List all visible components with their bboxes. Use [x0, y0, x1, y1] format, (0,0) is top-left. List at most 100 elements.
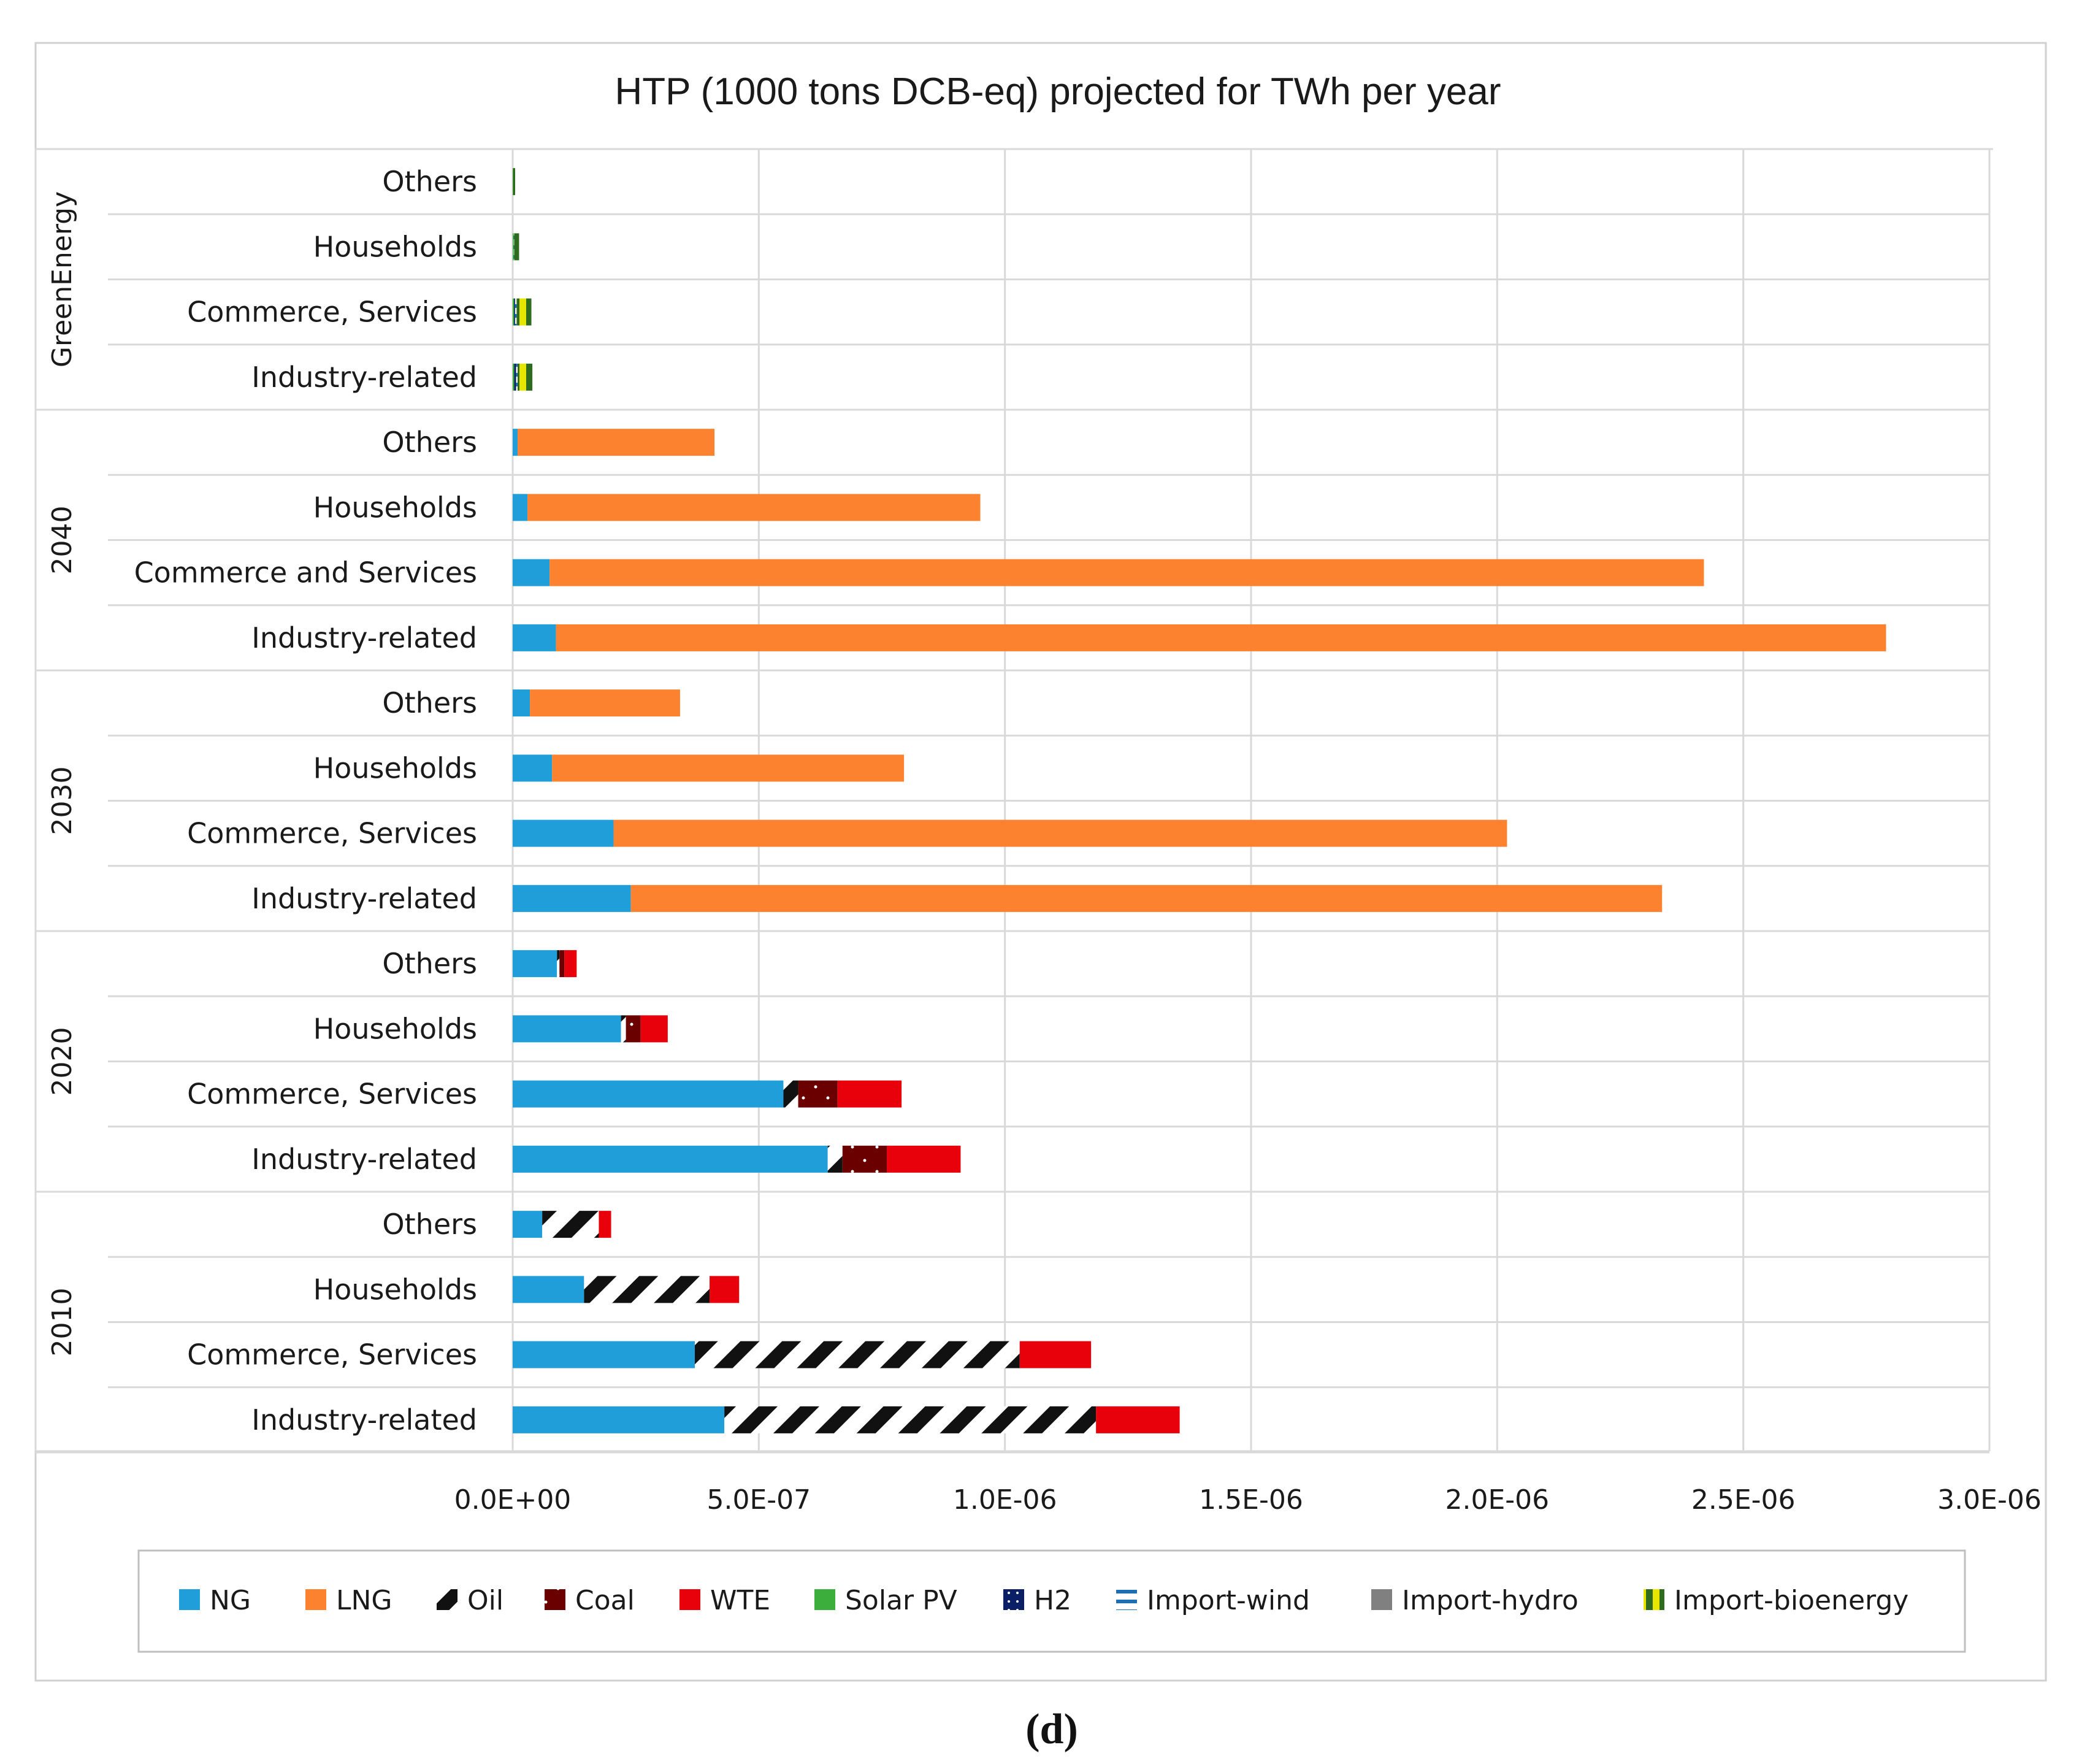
- legend-swatch-import-bioenergy: [1644, 1589, 1664, 1610]
- legend-label-coal: Coal: [575, 1585, 635, 1616]
- bar-2010-others-oil: [542, 1211, 599, 1238]
- legend-label-oil: Oil: [467, 1585, 503, 1616]
- bar-2020-others-coal: [559, 950, 565, 978]
- category-labels: GreenEnergy Others Households Commerce, Ser…: [47, 165, 477, 1436]
- legend-label-h2: H2: [1034, 1585, 1071, 1616]
- legend-swatch-wte: [679, 1589, 700, 1610]
- legend-label-ng: NG: [210, 1585, 251, 1616]
- category-label: Industry-related: [251, 1143, 477, 1176]
- x-tick-label: 2.5E-06: [1691, 1484, 1796, 1516]
- legend-swatch-coal: [545, 1589, 565, 1610]
- legend-swatch-import-wind: [1116, 1589, 1137, 1610]
- category-label: Commerce and Services: [134, 556, 477, 589]
- bar-2030-others-lng: [530, 689, 680, 717]
- legend-label-solar-pv: Solar PV: [845, 1585, 957, 1616]
- bar-2040-others-ng: [513, 429, 518, 456]
- category-label: Households: [313, 1273, 477, 1306]
- bar-2030-industry-related-ng: [513, 884, 631, 912]
- bar-2030-commerce-services-lng: [613, 819, 1507, 847]
- legend-label-import-bioenergy: Import-bioenergy: [1674, 1585, 1908, 1616]
- category-label: Others: [382, 165, 477, 198]
- category-label: Industry-related: [251, 1403, 477, 1436]
- legend-swatch-oil: [437, 1589, 457, 1610]
- bar-2010-households-oil: [584, 1276, 710, 1303]
- bar-2010-others-ng: [513, 1211, 543, 1238]
- x-tick-label: 2.0E-06: [1445, 1484, 1550, 1516]
- bar-2040-households-ng: [513, 494, 528, 521]
- bar-2020-commerce-services-ng: [513, 1080, 784, 1108]
- category-label: Commerce, Services: [187, 1338, 477, 1371]
- bar-2010-others-wte: [599, 1211, 611, 1238]
- group-label-2030: 2030: [47, 767, 78, 835]
- category-label: Others: [382, 1208, 477, 1241]
- bar-2020-commerce-services-oil: [783, 1080, 798, 1108]
- bar-2020-households-ng: [513, 1015, 621, 1043]
- bar-2010-industry-related-wte: [1096, 1406, 1180, 1433]
- bar-2030-households-ng: [513, 754, 553, 782]
- x-tick-label: 1.0E-06: [953, 1484, 1057, 1516]
- legend-swatch-solar-pv: [814, 1589, 835, 1610]
- x-tick-label: 3.0E-06: [1937, 1484, 2042, 1516]
- bar-2020-commerce-services-coal: [798, 1080, 838, 1108]
- bar-2020-industry-related-wte: [887, 1145, 961, 1173]
- bar-2020-households-coal: [626, 1015, 641, 1043]
- bar-2010-commerce-services-oil: [694, 1341, 1020, 1368]
- group-label-2040: 2040: [47, 506, 78, 575]
- x-tick-label: 0.0E+00: [454, 1484, 572, 1516]
- bar-2040-industry-related-ng: [513, 624, 556, 651]
- category-label: Commerce, Services: [187, 1078, 477, 1111]
- legend-swatch-lng: [305, 1589, 326, 1610]
- category-label: Industry-related: [251, 621, 477, 654]
- bar-2040-commerce-and-services-lng: [549, 559, 1704, 586]
- legend-label-import-wind: Import-wind: [1147, 1585, 1310, 1616]
- bar-2030-others-ng: [513, 689, 530, 717]
- grid-lines: [34, 149, 1991, 1454]
- bar-2010-industry-related-oil: [724, 1406, 1097, 1433]
- legend: NG LNG Oil Coal WTE Solar PV H2 Import-wind Impo…: [179, 1585, 1908, 1616]
- bar-greenenergy-industry-related-import-wind: [516, 363, 518, 391]
- bar-2040-others-lng: [518, 429, 715, 456]
- bar-2030-commerce-services-ng: [513, 819, 614, 847]
- bar-2020-commerce-services-wte: [837, 1080, 902, 1108]
- bar-2010-commerce-services-wte: [1019, 1341, 1092, 1368]
- legend-label-lng: LNG: [336, 1585, 392, 1616]
- bar-2010-industry-related-ng: [513, 1406, 725, 1433]
- bar-greenenergy-others-import-bioenergy: [513, 168, 516, 196]
- category-label: Commerce, Services: [187, 296, 477, 329]
- legend-swatch-import-hydro: [1371, 1589, 1392, 1610]
- legend-swatch-ng: [179, 1589, 200, 1610]
- legend-swatch-h2: [1003, 1589, 1024, 1610]
- category-label: Households: [313, 230, 477, 263]
- x-tick-label: 1.5E-06: [1199, 1484, 1303, 1516]
- bar-2040-industry-related-lng: [556, 624, 1886, 651]
- figure-caption: (d): [1025, 1706, 1078, 1753]
- x-tick-label: 5.0E-07: [707, 1484, 811, 1516]
- category-label: Households: [313, 751, 477, 784]
- chart-title: HTP (1000 tons DCB-eq) projected for TWh…: [615, 71, 1501, 113]
- category-label: Commerce, Services: [187, 817, 477, 850]
- bar-2020-industry-related-coal: [842, 1145, 887, 1173]
- bar-2040-households-lng: [527, 494, 981, 521]
- bar-greenenergy-industry-related-solar-pv: [513, 363, 515, 391]
- bar-greenenergy-households-import-bioenergy: [514, 233, 519, 261]
- bar-2020-others-oil: [557, 950, 560, 978]
- bar-2020-industry-related-oil: [827, 1145, 843, 1173]
- group-label-2020: 2020: [47, 1027, 78, 1096]
- bar-2020-others-wte: [564, 950, 577, 978]
- bar-greenenergy-commerce-services-import-wind: [515, 298, 517, 326]
- legend-label-import-hydro: Import-hydro: [1402, 1585, 1579, 1616]
- bar-2020-others-ng: [513, 950, 557, 978]
- bar-greenenergy-commerce-services-import-bioenergy: [516, 298, 532, 326]
- group-label-2010: 2010: [47, 1288, 78, 1357]
- group-label-greenenergy: GreenEnergy: [47, 191, 78, 367]
- bar-2030-households-lng: [552, 754, 905, 782]
- category-label: Industry-related: [251, 361, 477, 394]
- bar-greenenergy-commerce-services-h2: [514, 298, 516, 326]
- bar-greenenergy-industry-related-h2: [514, 363, 516, 391]
- bar-2010-commerce-services-ng: [513, 1341, 695, 1368]
- bar-2010-households-wte: [710, 1276, 740, 1303]
- category-label: Others: [382, 426, 477, 459]
- category-label: Industry-related: [251, 882, 477, 915]
- category-label: Households: [313, 1012, 477, 1045]
